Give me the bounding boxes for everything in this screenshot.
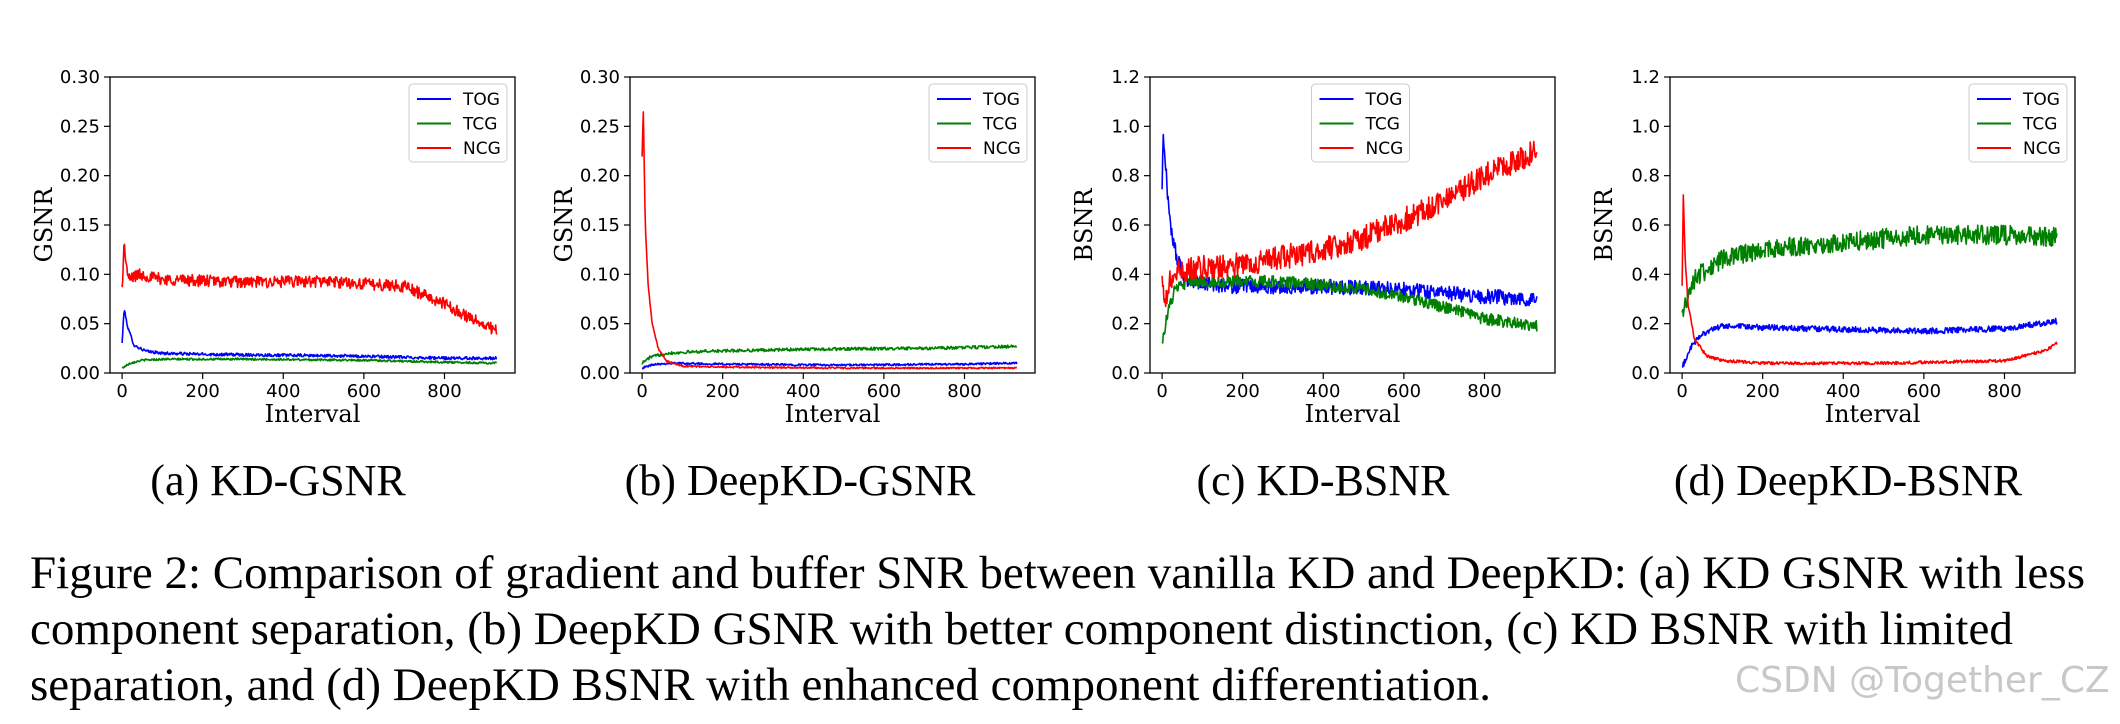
y-axis-label: BSNR [1590,188,1618,262]
y-tick-label: 0.15 [60,215,100,236]
x-tick-label: 0 [116,381,127,402]
watermark: CSDN @Together_CZ [1735,660,2110,701]
series-line-ncg [121,243,498,335]
y-tick-label: 0.15 [580,215,620,236]
chart-panel-a: 0 200 400 600 800 0.00 0.05 0.10 0.15 0.20 0.25 0.3… [0,0,520,520]
y-tick-label: 0.0 [1631,363,1660,384]
x-tick-label: 400 [1306,381,1340,402]
x-tick-label: 800 [1987,381,2021,402]
y-tick-label: 1.0 [1111,116,1140,137]
x-tick-label: 200 [1746,381,1780,402]
legend-label-tcg: TCG [2022,115,2057,135]
y-tick-label: 1.2 [1631,67,1660,88]
series-line-ncg [1161,140,1538,308]
y-axis-label: BSNR [1070,188,1098,262]
legend-label-tcg: TCG [462,115,497,135]
figure-caption: Figure 2: Comparison of gradient and buf… [30,547,2085,711]
x-tick-label: 600 [1387,381,1421,402]
subcaption-c: (c) KD-BSNR [1196,456,1450,505]
y-tick-label: 0.2 [1631,314,1660,335]
y-tick-label: 0.6 [1631,215,1660,236]
series-line-ncg [1681,194,2058,366]
y-tick-label: 0.4 [1111,264,1140,285]
y-tick-label: 1.2 [1111,67,1140,88]
y-tick-label: 0.25 [580,116,620,137]
series-line-tcg [1161,274,1538,344]
y-tick-label: 0.30 [580,67,620,88]
y-tick-label: 0.10 [60,264,100,285]
x-tick-label: 0 [1676,381,1687,402]
x-tick-label: 600 [347,381,381,402]
legend: TOG TCG NCG [408,83,508,163]
legend-label-tcg: TCG [1365,115,1400,135]
legend-label-tog: TOG [462,90,500,110]
legend-label-tog: TOG [982,90,1020,110]
x-tick-label: 200 [706,381,740,402]
legend-label-tcg: TCG [982,115,1017,135]
chart-svg: 0 200 400 600 800 0.00 0.05 0.10 0.15 0.20 0.25 0.3… [550,67,1036,428]
y-tick-label: 0.0 [1111,363,1140,384]
y-tick-label: 0.30 [60,67,100,88]
y-tick-label: 0.05 [60,314,100,335]
y-tick-label: 0.6 [1111,215,1140,236]
chart-svg: 0 200 400 600 800 0.00 0.05 0.10 0.15 0.20 0.25 0.3… [30,67,516,428]
legend: TOG TCG NCG [1311,83,1410,163]
y-tick-label: 0.4 [1631,264,1660,285]
y-axis-label: GSNR [550,187,578,263]
legend-label-ncg: NCG [463,139,501,159]
y-tick-label: 0.8 [1631,166,1660,187]
x-tick-label: 600 [1907,381,1941,402]
legend-label-ncg: NCG [983,139,1021,159]
legend-label-tog: TOG [2022,90,2060,110]
x-tick-label: 800 [947,381,981,402]
series-line-tcg [1681,224,2058,318]
y-tick-label: 0.20 [580,166,620,187]
legend-label-ncg: NCG [2023,139,2061,159]
x-tick-label: 200 [1226,381,1260,402]
y-tick-label: 0.8 [1111,166,1140,187]
series-line-tog [641,361,1018,370]
legend-label-ncg: NCG [1366,139,1404,159]
y-tick-label: 0.00 [60,363,100,384]
y-tick-label: 1.0 [1631,116,1660,137]
x-tick-label: 600 [867,381,901,402]
subcaption-d: (d) DeepKD-BSNR [1673,456,2023,505]
y-tick-label: 0.2 [1111,314,1140,335]
x-tick-label: 400 [1826,381,1860,402]
subcaption-b: (b) DeepKD-GSNR [624,456,976,505]
series-line-tog [121,309,498,361]
y-axis-label: GSNR [30,187,58,263]
x-axis-label: Interval [1305,400,1401,428]
series-line-tcg [641,344,1018,365]
x-axis-label: Interval [785,400,881,428]
x-tick-label: 0 [1156,381,1167,402]
series-line-tcg [121,357,498,369]
y-tick-label: 0.05 [580,314,620,335]
x-tick-label: 800 [1467,381,1501,402]
chart-panel-d: 0 200 400 600 800 0.0 0.2 0.4 0.6 0.8 1.0 1.2 Interv… [1560,0,2080,520]
legend: TOG TCG NCG [1968,83,2068,163]
series-line-ncg [641,111,1018,370]
series-line-tog [1681,317,2058,368]
legend: TOG TCG NCG [928,83,1028,163]
x-tick-label: 0 [636,381,647,402]
legend-label-tog: TOG [1365,90,1403,110]
x-tick-label: 400 [786,381,820,402]
y-tick-label: 0.00 [580,363,620,384]
chart-svg: 0 200 400 600 800 0.0 0.2 0.4 0.6 0.8 1.0 1.2 Interv… [1590,67,2076,428]
x-tick-label: 400 [266,381,300,402]
chart-panel-b: 0 200 400 600 800 0.00 0.05 0.10 0.15 0.20 0.25 0.3… [520,0,1040,520]
x-axis-label: Interval [1825,400,1921,428]
chart-panel-c: 0 200 400 600 800 0.0 0.2 0.4 0.6 0.8 1.0 1.2 Interv… [1040,0,1560,520]
chart-svg: 0 200 400 600 800 0.0 0.2 0.4 0.6 0.8 1.0 1.2 Interv… [1070,67,1556,428]
subcaption-a: (a) KD-GSNR [150,456,406,505]
x-tick-label: 800 [427,381,461,402]
x-axis-label: Interval [265,400,361,428]
y-tick-label: 0.25 [60,116,100,137]
x-tick-label: 200 [186,381,220,402]
y-tick-label: 0.10 [580,264,620,285]
y-tick-label: 0.20 [60,166,100,187]
